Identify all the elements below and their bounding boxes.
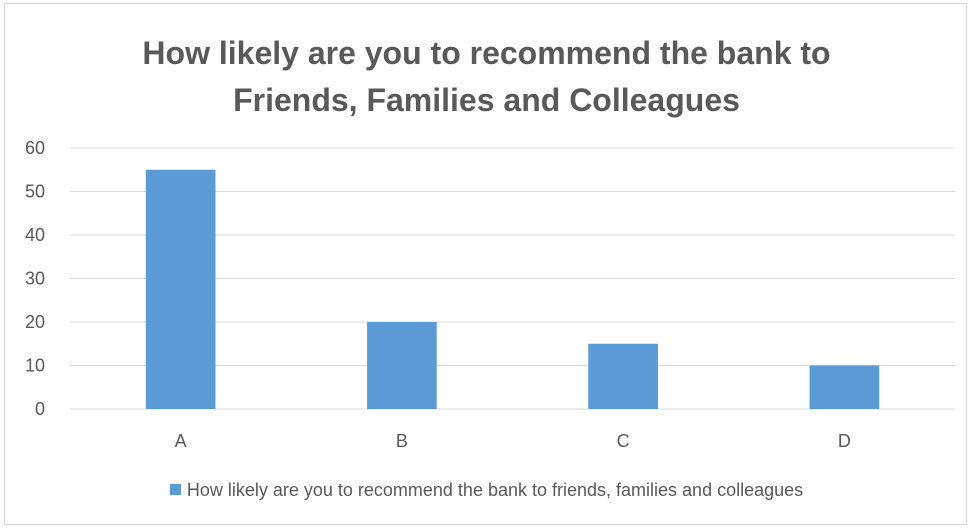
y-tick-label: 60 xyxy=(25,138,45,158)
y-tick-label: 30 xyxy=(25,269,45,289)
y-tick-label: 40 xyxy=(25,225,45,245)
chart-title-line-1: How likely are you to recommend the bank… xyxy=(142,35,831,71)
bar-D xyxy=(809,365,880,409)
legend-swatch xyxy=(169,484,181,495)
x-tick-label: C xyxy=(617,431,630,451)
legend: How likely are you to recommend the bank… xyxy=(0,480,973,501)
x-tick-label: D xyxy=(838,431,851,451)
bar-C xyxy=(588,343,658,409)
x-tick-label: A xyxy=(175,431,187,451)
chart-title-line-2: Friends, Families and Colleagues xyxy=(233,82,740,118)
y-tick-label: 20 xyxy=(25,312,45,332)
chart-title: How likely are you to recommend the bank… xyxy=(0,30,973,124)
bar-B xyxy=(367,322,437,409)
y-tick-label: 50 xyxy=(25,182,45,202)
y-tick-label: 10 xyxy=(25,356,45,376)
legend-label: How likely are you to recommend the bank… xyxy=(186,480,804,500)
bar-A xyxy=(145,169,216,409)
x-tick-label: B xyxy=(396,431,408,451)
y-tick-label: 0 xyxy=(35,399,45,419)
